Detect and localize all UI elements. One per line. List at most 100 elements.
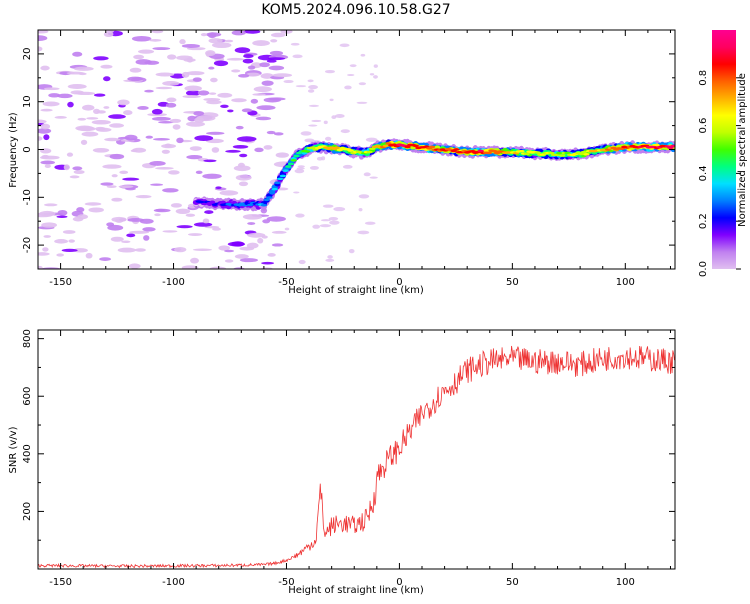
- spectrogram-noise-blob: [124, 134, 138, 141]
- snr-xtick-label: 0: [396, 577, 402, 588]
- spectrogram-noise-blob: [68, 239, 75, 243]
- spectrogram-noise-blob: [242, 214, 263, 220]
- spectrogram-noise-blob: [154, 213, 161, 217]
- spectrogram-xtick-label: 50: [506, 277, 519, 288]
- spectrogram-noise-blob: [111, 216, 127, 223]
- spectrogram-ridge-cell: [282, 169, 289, 172]
- spectrogram-noise-blob: [247, 232, 266, 238]
- spectrogram-ridge-cell: [385, 142, 392, 145]
- spectrogram-noise-blob: [202, 173, 222, 179]
- spectrogram-noise-blob: [158, 120, 174, 124]
- spectrogram-noise-blob: [48, 93, 61, 98]
- spectrogram-noise-blob: [181, 265, 199, 269]
- spectrogram-ridge-cell: [309, 146, 316, 149]
- spectrogram-noise-blob: [257, 237, 264, 244]
- spectrogram-noise-blob: [309, 165, 319, 170]
- spectrogram-noise-blob: [128, 263, 141, 269]
- spectrogram-noise-blob: [283, 79, 294, 84]
- spectrogram-noise-blob: [284, 227, 290, 231]
- spectrogram-ridge-layer: [192, 138, 675, 212]
- spectrogram-noise-blob: [219, 190, 239, 196]
- spectrogram-noise-blob: [67, 83, 87, 90]
- spectrogram-noise-blob: [40, 160, 56, 165]
- spectrogram-noise-blob: [373, 75, 378, 79]
- spectrogram-noise-blob: [266, 59, 277, 63]
- spectrogram-noise-blob: [151, 30, 164, 34]
- spectrogram-noise-blob: [263, 145, 273, 150]
- spectrogram-noise-blob: [295, 213, 305, 218]
- spectrogram-noise-blob: [153, 137, 170, 141]
- spectrogram-noise-blob: [273, 132, 284, 136]
- spectrogram-noise-blob: [117, 99, 130, 106]
- spectrogram-xtick-label: -150: [49, 277, 72, 288]
- spectrogram-ridge-cell: [333, 146, 341, 149]
- spectrogram-noise-blob: [39, 210, 56, 217]
- spectrogram-noise-blob: [190, 257, 200, 264]
- spectrogram-noise-blob: [43, 203, 58, 207]
- spectrogram-noise-blob: [231, 69, 241, 73]
- spectrogram-ridge-cell: [428, 145, 436, 149]
- spectrogram-noise-blob: [247, 65, 256, 70]
- spectrogram-noise-blob: [61, 248, 78, 252]
- spectrogram-noise-blob: [149, 39, 162, 42]
- spectrogram-noise-blob: [150, 183, 164, 186]
- snr-xtick-label: -50: [278, 577, 294, 588]
- snr-x-ticks: -150 -100 -50 0 50 100: [37, 330, 671, 588]
- spectrogram-ridge-cell: [382, 144, 390, 148]
- snr-ytick-label: 800: [22, 329, 33, 348]
- spectrogram-noise-layer: [38, 30, 378, 269]
- spectrogram-noise-blob: [166, 97, 177, 103]
- spectrogram-noise-blob: [165, 102, 177, 108]
- spectrogram-noise-blob: [259, 62, 270, 68]
- spectrogram-xtick-label: 0: [396, 277, 402, 288]
- spectrogram-noise-blob: [107, 224, 124, 231]
- spectrogram-noise-blob: [270, 32, 286, 38]
- spectrogram-noise-blob: [133, 54, 145, 60]
- spectrogram-noise-blob: [145, 135, 153, 139]
- spectrogram-noise-blob: [241, 108, 253, 113]
- spectrogram-noise-blob: [357, 230, 370, 235]
- spectrogram-noise-blob: [293, 191, 300, 194]
- spectrogram-noise-blob: [294, 168, 305, 174]
- spectrogram-noise-blob: [253, 86, 272, 93]
- colorbar-ticks: 0.0 0.2 0.4 0.6 0.8: [698, 70, 741, 277]
- spectrogram-noise-blob: [168, 170, 180, 175]
- spectrogram-noise-blob: [63, 164, 70, 171]
- spectrogram-noise-blob: [43, 134, 50, 141]
- snr-panel: -150 -100 -50 0 50 100 200 400 600 800 Height of…: [8, 329, 676, 596]
- spectrogram-noise-blob: [127, 218, 144, 222]
- snr-xtick-label: 50: [506, 577, 519, 588]
- spectrogram-noise-blob: [100, 182, 114, 186]
- spectrogram-ridge-cell: [268, 191, 276, 194]
- spectrogram-noise-blob: [364, 221, 376, 225]
- spectrogram-noise-blob: [170, 118, 182, 123]
- spectrogram-noise-blob: [176, 137, 184, 144]
- snr-xtick-label: 100: [616, 577, 635, 588]
- spectrogram-noise-blob: [155, 166, 174, 170]
- spectrogram-noise-blob: [224, 259, 234, 263]
- spectrogram-noise-blob: [365, 137, 378, 142]
- spectrogram-noise-blob: [205, 50, 216, 57]
- spectrogram-noise-blob: [186, 121, 206, 127]
- spectrogram-noise-blob: [144, 89, 154, 93]
- spectrogram-noise-blob: [267, 57, 286, 61]
- colorbar-tick-label: 0.0: [698, 261, 709, 277]
- spectrogram-noise-blob: [360, 53, 366, 57]
- spectrogram-noise-blob: [127, 76, 144, 82]
- spectrogram-noise-blob: [311, 119, 322, 123]
- spectrogram-noise-blob: [56, 215, 68, 218]
- spectrogram-noise-blob: [224, 249, 235, 253]
- spectrogram-noise-blob: [75, 91, 96, 96]
- spectrogram-noise-blob: [42, 101, 60, 107]
- spectrogram-ytick-label: 20: [22, 48, 33, 61]
- spectrogram-noise-blob: [208, 38, 223, 44]
- spectrogram-noise-blob: [307, 79, 314, 83]
- spectrogram-noise-blob: [135, 59, 152, 65]
- spectrogram-noise-blob: [231, 98, 247, 103]
- spectrogram-noise-blob: [208, 92, 217, 95]
- spectrogram-noise-blob: [126, 233, 136, 238]
- spectrogram-noise-blob: [220, 104, 229, 108]
- spectrogram-noise-blob: [225, 149, 241, 153]
- spectrogram-noise-blob: [246, 72, 260, 77]
